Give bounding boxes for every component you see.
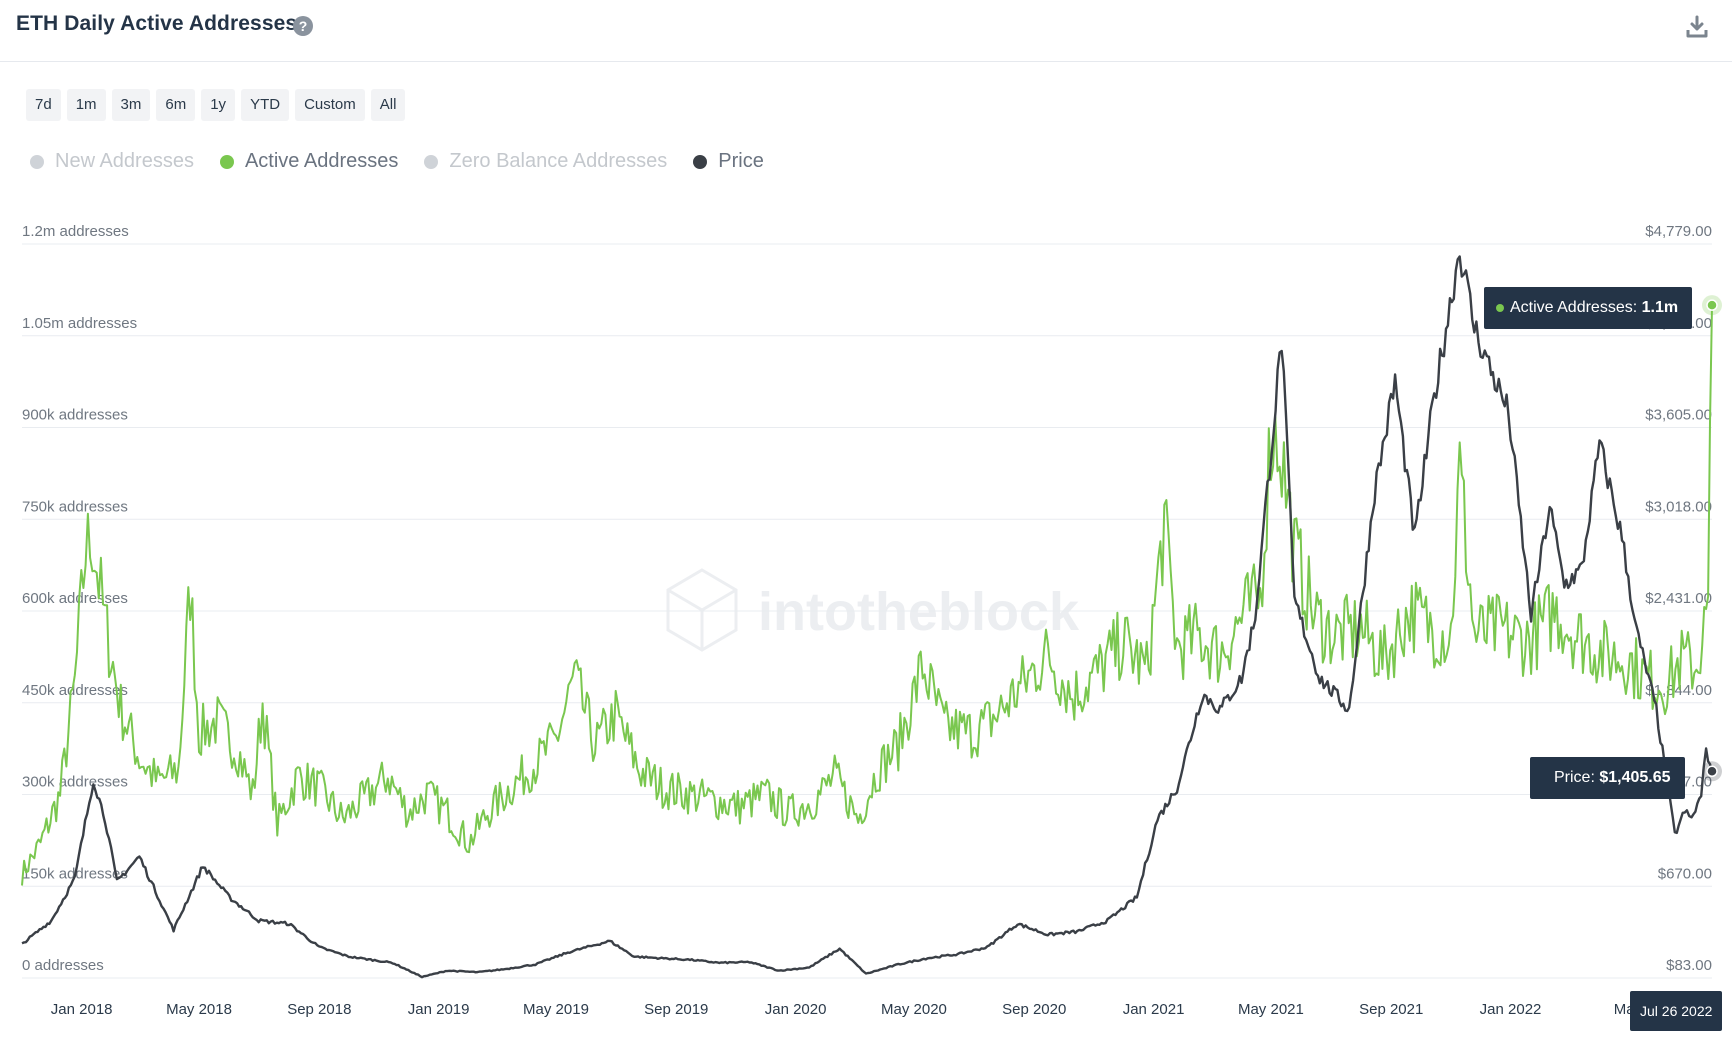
left-tick-label: 450k addresses	[22, 682, 128, 699]
hover-markers	[1702, 295, 1722, 782]
page-title: ETH Daily Active Addresses	[16, 12, 298, 35]
x-tick-label: May 2018	[166, 1001, 232, 1018]
crosshair-date-label: Jul 26 2022	[1630, 991, 1723, 1031]
price-tooltip: Price: $1,405.65	[1530, 757, 1685, 799]
x-tick-label: May 2021	[1238, 1001, 1304, 1018]
series-group	[21, 255, 1714, 979]
left-tick-label: 1.2m addresses	[22, 223, 129, 240]
active-addresses-tooltip: Active Addresses: 1.1m	[1484, 287, 1693, 329]
x-tick-label: May 2019	[523, 1001, 589, 1018]
right-tick-label: $670.00	[1658, 865, 1712, 882]
right-tick-label: $2,431.00	[1645, 590, 1712, 607]
left-tick-label: 900k addresses	[22, 407, 128, 424]
download-icon[interactable]	[1684, 14, 1710, 40]
left-tick-label: 750k addresses	[22, 498, 128, 515]
range-1y-button[interactable]: 1y	[201, 89, 236, 121]
left-tick-label: 0 addresses	[22, 957, 104, 974]
chart-legend: New Addresses Active Addresses Zero Bala…	[30, 150, 790, 173]
left-tick-label: 300k addresses	[22, 774, 128, 791]
price-line	[21, 255, 1714, 979]
tooltip-price-value: $1,405.65	[1599, 769, 1671, 786]
watermark-logo: intotheblock	[666, 568, 1080, 652]
watermark-text: intotheblock	[758, 582, 1080, 642]
right-tick-label: $4,779.00	[1645, 223, 1712, 240]
x-tick-label: Sep 2018	[287, 1001, 351, 1018]
range-7d-button[interactable]: 7d	[26, 89, 61, 121]
range-1m-button[interactable]: 1m	[66, 89, 106, 121]
x-tick-label: Sep 2019	[644, 1001, 708, 1018]
legend-price[interactable]: Price	[693, 150, 764, 173]
legend-label: Active Addresses	[244, 150, 399, 172]
legend-dot-icon	[693, 154, 708, 169]
legend-zero-balance-addresses[interactable]: Zero Balance Addresses	[424, 150, 667, 173]
active-addresses-marker	[1706, 299, 1718, 311]
time-range-selector: 7d 1m 3m 6m 1y YTD Custom All	[26, 89, 406, 121]
legend-dot-icon	[424, 154, 439, 169]
grid-lines	[22, 243, 1712, 979]
legend-label: New Addresses	[55, 150, 194, 172]
legend-dot-icon	[219, 154, 234, 169]
active-addresses-line	[21, 305, 1713, 886]
x-tick-label: Jan 2022	[1480, 1001, 1542, 1018]
legend-dot-icon	[30, 154, 44, 169]
range-ytd-button[interactable]: YTD	[241, 89, 290, 121]
x-tick-label: Jan 2020	[765, 1001, 827, 1018]
range-custom-button[interactable]: Custom	[295, 89, 365, 121]
right-tick-label: $83.00	[1666, 957, 1712, 974]
tooltip-price-label: Price:	[1554, 769, 1600, 786]
x-tick-label: Sep 2020	[1002, 1001, 1066, 1018]
help-icon[interactable]: ?	[293, 16, 313, 36]
tooltip-active-label: Active Addresses:	[1510, 299, 1642, 316]
right-tick-label: $3,018.00	[1645, 498, 1712, 515]
legend-label: Zero Balance Addresses	[449, 150, 668, 172]
tooltip-dot-icon	[1496, 303, 1504, 312]
range-6m-button[interactable]: 6m	[156, 89, 196, 121]
x-tick-label: Jan 2019	[408, 1001, 470, 1018]
range-all-button[interactable]: All	[370, 89, 406, 121]
right-tick-label: $3,605.00	[1645, 407, 1712, 424]
left-tick-label: 1.05m addresses	[22, 315, 137, 332]
left-tick-label: 600k addresses	[22, 590, 128, 607]
x-tick-label: Sep 2021	[1359, 1001, 1423, 1018]
x-tick-label: Jan 2018	[51, 1001, 113, 1018]
chart-header: ETH Daily Active Addresses ?	[0, 0, 1732, 62]
legend-new-addresses[interactable]: New Addresses	[30, 150, 194, 173]
legend-label: Price	[718, 150, 764, 172]
legend-active-addresses[interactable]: Active Addresses	[219, 150, 399, 173]
tooltip-active-value: 1.1m	[1641, 299, 1679, 316]
x-axis: Jan 2018 May 2018 Sep 2018 Jan 2019 May 2019…	[51, 1001, 1643, 1018]
x-tick-label: May 2020	[881, 1001, 947, 1018]
range-3m-button[interactable]: 3m	[111, 89, 151, 121]
price-marker	[1706, 765, 1718, 778]
x-tick-label: Jan 2021	[1123, 1001, 1185, 1018]
